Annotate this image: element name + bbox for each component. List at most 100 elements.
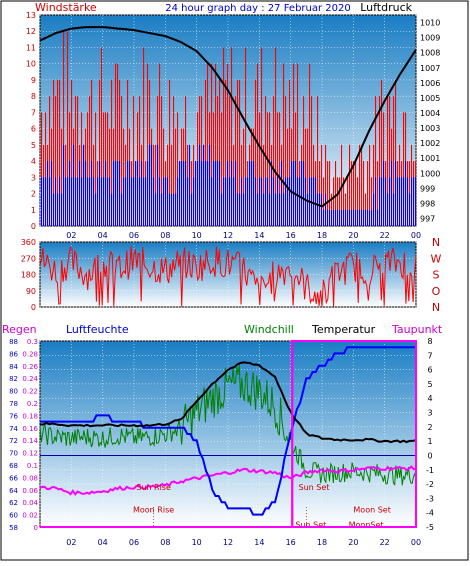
- wind-avg-bar: [59, 177, 61, 226]
- wind-gust-bar: [95, 112, 97, 226]
- wind-gust-bar: [361, 144, 363, 226]
- wind-gust-bar: [319, 161, 321, 226]
- wind-avg-bar: [351, 209, 353, 226]
- rain-tick-label: 0.14: [22, 437, 38, 445]
- wind-gust-bar: [307, 128, 309, 226]
- wind-avg-bar: [173, 193, 175, 226]
- wind-avg-bar: [397, 177, 399, 226]
- wind-avg-bar: [247, 177, 249, 226]
- wind-tick-label: 10: [26, 60, 36, 69]
- wind-gust-bar: [337, 177, 339, 226]
- annotation-label: Sun Set: [299, 483, 330, 492]
- wind-gust-bar: [323, 177, 325, 226]
- wind-tick-label: 4: [31, 157, 36, 166]
- temperature-tick-label: -5: [426, 523, 434, 532]
- annotation-label: MoonSet: [349, 521, 384, 530]
- rain-box: [291, 340, 418, 528]
- wind-avg-bar: [357, 209, 359, 226]
- wind-avg-bar: [49, 177, 51, 226]
- wind-avg-bar: [169, 193, 171, 226]
- wind-avg-bar: [333, 209, 335, 226]
- wind-avg-bar: [191, 193, 193, 226]
- wind-avg-bar: [135, 161, 137, 226]
- wind-avg-bar: [349, 209, 351, 226]
- wind-avg-bar: [283, 193, 285, 226]
- wind-gust-bar: [49, 96, 51, 227]
- wind-avg-bar: [241, 177, 243, 226]
- wind-avg-bar: [177, 177, 179, 226]
- wind-gust-bar: [59, 79, 61, 226]
- wind-gust-bar: [127, 79, 129, 226]
- wind-gust-bar: [267, 112, 269, 226]
- wind-gust-bar: [207, 63, 209, 226]
- wind-avg-bar: [315, 177, 317, 226]
- wind-avg-bar: [375, 177, 377, 226]
- wind-gust-bar: [327, 161, 329, 226]
- annotation-label: Sun Rise: [136, 483, 171, 492]
- temperature-tick-label: 7: [427, 351, 432, 360]
- humidity-tick-label: 62: [9, 499, 18, 507]
- pressure-tick-label: 1002: [420, 139, 440, 148]
- wind-avg-bar: [239, 193, 241, 226]
- time-axis-ticks: 02 04 06 08 10 12 14 16 18 20 22 00: [66, 231, 421, 240]
- humidity-tick-label: 76: [9, 412, 18, 420]
- compass-tick-label: N: [432, 236, 440, 249]
- annotation-label: Moon Rise: [133, 506, 174, 515]
- rain-tick-label: 0.04: [22, 499, 38, 507]
- time-tick-label: 16: [286, 231, 296, 240]
- wind-avg-bar: [151, 144, 153, 226]
- humidity-tick-label: 66: [9, 474, 18, 482]
- wind-avg-bar: [301, 161, 303, 226]
- rain-tick-label: 0.08: [22, 474, 38, 482]
- wind-avg-bar: [279, 193, 281, 226]
- time-tick-label: 14: [254, 538, 264, 547]
- degree-tick-label: 270: [21, 254, 36, 263]
- wind-avg-bar: [379, 177, 381, 226]
- wind-avg-bar: [321, 193, 323, 226]
- wind-avg-bar: [223, 177, 225, 226]
- wind-avg-bar: [119, 161, 121, 226]
- wind-avg-bar: [113, 161, 115, 226]
- wind-tick-label: 3: [31, 173, 36, 182]
- wind-gust-bar: [55, 96, 57, 227]
- wind-gust-bar: [89, 96, 91, 227]
- wind-avg-bar: [55, 177, 57, 226]
- wind-avg-bar: [245, 177, 247, 226]
- wind-avg-bar: [303, 161, 305, 226]
- wind-avg-bar: [257, 193, 259, 226]
- wind-avg-bar: [101, 177, 103, 226]
- wind-gust-bar: [177, 112, 179, 226]
- time-tick-label: 12: [223, 231, 233, 240]
- wind-gust-bar: [261, 47, 263, 226]
- rain-tick-label: 0.02: [22, 512, 38, 520]
- wind-avg-bar: [123, 177, 125, 226]
- wind-avg-bar: [41, 177, 43, 226]
- humidity-tick-label: 72: [9, 437, 18, 445]
- wind-avg-bar: [99, 161, 101, 226]
- wind-avg-bar: [97, 177, 99, 226]
- direction-degree-ticks: 0 90 180 270 360: [21, 238, 36, 312]
- time-tick-label: 10: [192, 538, 202, 547]
- wind-gust-bar: [229, 96, 231, 227]
- wind-direction-line: [39, 245, 417, 307]
- wind-avg-bar: [263, 193, 265, 226]
- wind-avg-bar: [281, 161, 283, 226]
- wind-avg-bar: [221, 193, 223, 226]
- temperature-tick-label: -3: [426, 494, 434, 503]
- time-tick-label: 06: [129, 231, 139, 240]
- wind-gust-bar: [333, 177, 335, 226]
- wind-gust-bar: [311, 96, 313, 227]
- wind-avg-bar: [401, 177, 403, 226]
- wind-gust-bar: [379, 96, 381, 227]
- wind-gust-bar: [159, 63, 161, 226]
- rain-tick-label: 0.28: [22, 350, 38, 358]
- wind-avg-bar: [189, 144, 191, 226]
- wind-gust-bar: [377, 161, 379, 226]
- pressure-tick-label: 1001: [420, 154, 440, 163]
- wind-avg-bar: [217, 161, 219, 226]
- wind-avg-bar: [67, 177, 69, 226]
- time-tick-label: 12: [223, 538, 233, 547]
